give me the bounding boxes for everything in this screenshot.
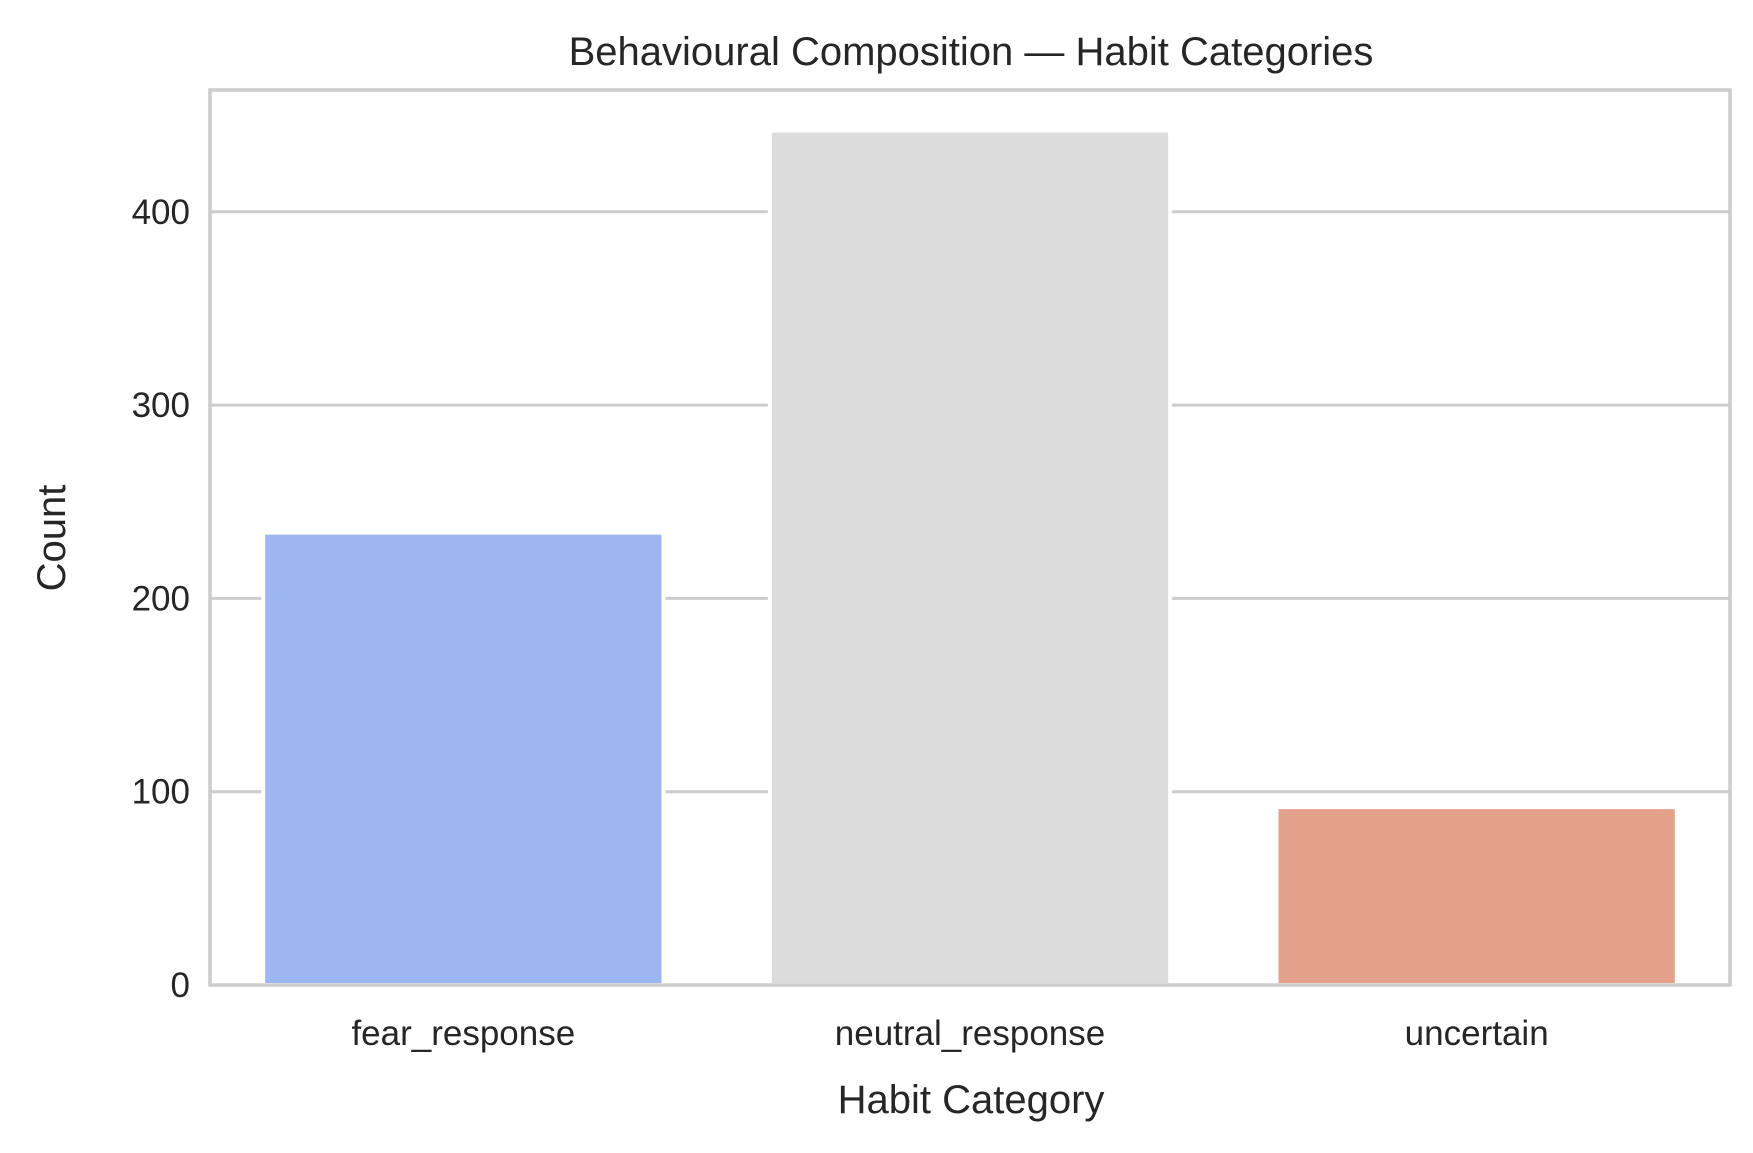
y-tick-label: 0 [171, 966, 190, 1005]
y-tick-label: 200 [132, 579, 190, 618]
x-tick-label: neutral_response [835, 1014, 1105, 1053]
y-tick-label: 100 [132, 773, 190, 812]
y-tick-labels: 0 100 200 300 400 [132, 193, 190, 1005]
chart-title: Behavioural Composition — Habit Categori… [569, 30, 1374, 74]
y-axis-label: Count [30, 485, 74, 592]
bars [261, 128, 1679, 988]
bar-fear-response [261, 530, 666, 987]
bar-uncertain [1274, 805, 1679, 988]
y-tick-label: 400 [132, 193, 190, 232]
plot-frame [208, 88, 1732, 987]
x-tick-label: uncertain [1405, 1014, 1549, 1053]
x-axis-label: Habit Category [838, 1078, 1105, 1122]
bar-neutral-response [767, 128, 1173, 988]
x-tick-labels: fear_response neutral_response uncertain [351, 1014, 1548, 1053]
y-tick-label: 300 [132, 386, 190, 425]
x-tick-label: fear_response [351, 1014, 575, 1053]
